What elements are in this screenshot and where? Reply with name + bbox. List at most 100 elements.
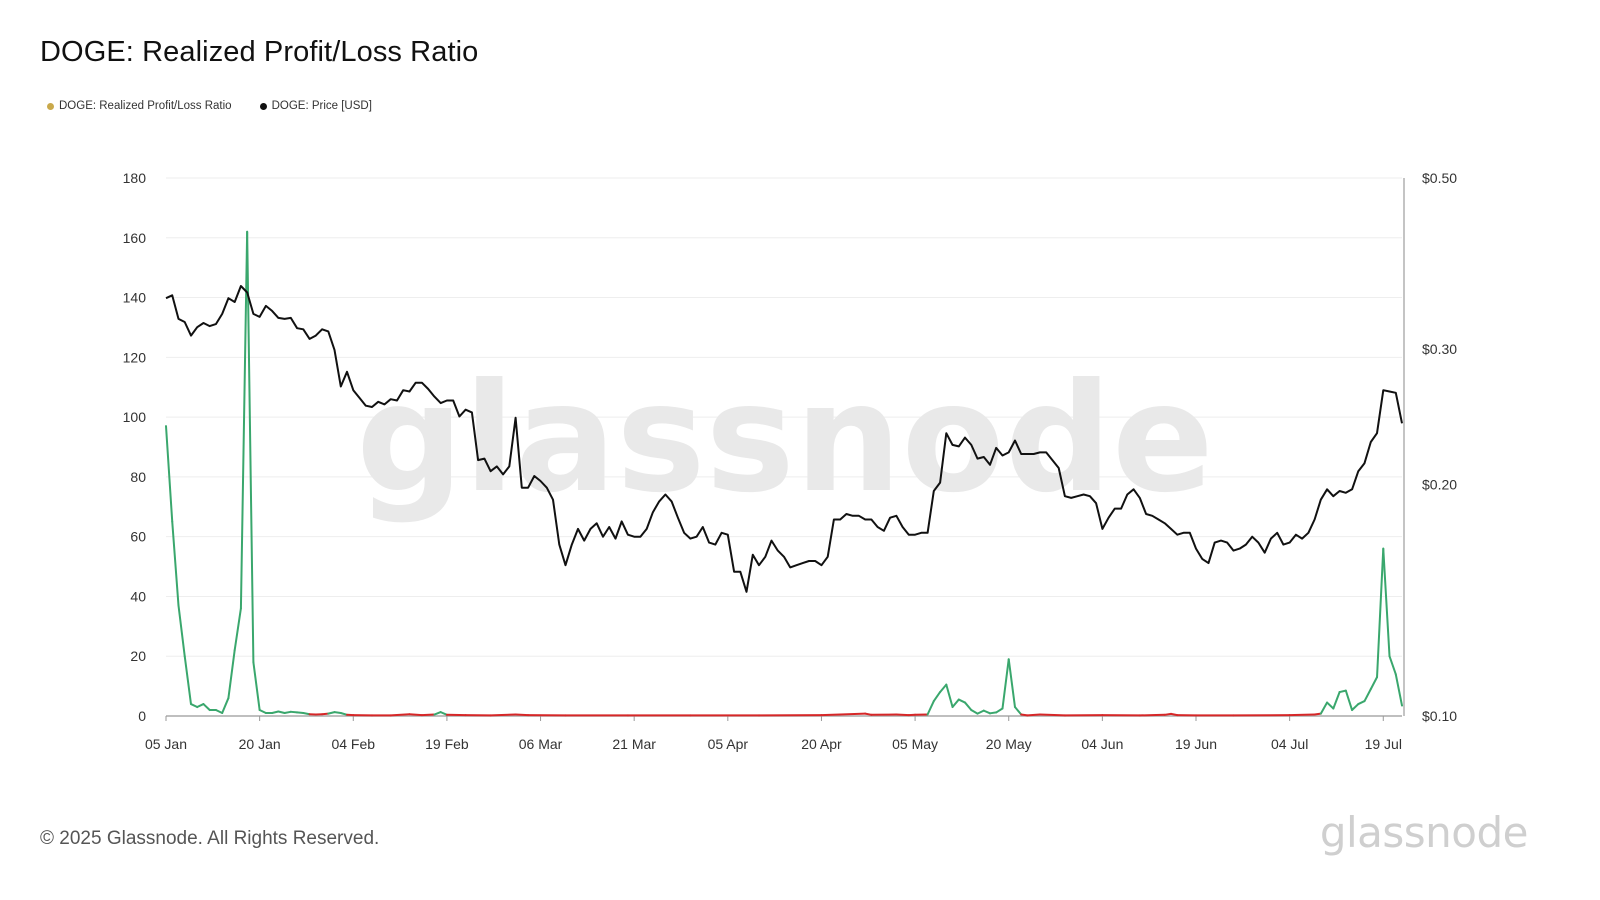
ratio-line-segment [196,703,205,709]
ratio-line-segment [489,713,517,717]
x-tick-label: 04 Jul [1271,736,1308,752]
ratio-line-segment [1163,712,1173,716]
ratio-line-segment [439,711,448,716]
x-tick-label: 05 Jan [145,736,187,752]
ratio-line-segment [1313,712,1322,716]
y-left-tick-label: 100 [123,409,147,425]
y-right-tick-label: $0.50 [1422,170,1457,186]
ratio-line-segment [420,713,436,717]
ratio-line-segment [1138,713,1166,717]
ratio-line-segment [258,709,267,715]
y-left-tick-label: 60 [130,529,146,545]
ratio-line-segment [982,709,991,715]
x-tick-label: 05 May [892,736,938,752]
y-left-tick-label: 80 [130,469,146,485]
ratio-line-segment [165,425,174,523]
ratio-line-segment [864,712,873,716]
ratio-line-segment [839,712,867,716]
y-left-tick-label: 180 [123,170,147,186]
footer-copyright: © 2025 Glassnode. All Rights Reserved. [40,828,380,849]
ratio-line-segment [389,713,411,717]
ratio-line-segment [1363,688,1372,703]
y-left-tick-label: 160 [123,230,147,246]
ratio-line-segment [1332,691,1341,710]
ratio-line-segment [514,713,530,717]
y-left-tick-label: 20 [130,648,146,664]
ratio-line-segment [333,711,342,715]
ratio-line-segment [171,520,180,607]
ratio-line-segment [239,230,249,610]
ratio-line-segment [296,711,305,715]
ratio-line-segment [277,710,286,715]
x-tick-label: 04 Feb [331,736,375,752]
ratio-line-segment [252,661,261,712]
legend-item-ratio[interactable]: DOGE: Realized Profit/Loss Ratio [47,100,232,112]
ratio-line-segment [227,649,236,700]
legend-dot-ratio [47,102,54,110]
ratio-line-segment [995,707,1004,714]
ratio-line-segment [957,698,967,704]
ratio-line-segment [233,607,242,652]
ratio-line-segment [989,711,998,715]
series-layer [165,230,1403,717]
ratio-line-segment [1170,712,1179,717]
ratio-line-segment [945,683,954,709]
x-tick-label: 20 May [986,736,1032,752]
ratio-line-segment [1026,713,1041,717]
ratio-line-segment [1326,701,1335,710]
y-left-tick-label: 40 [130,588,146,604]
ratio-line-segment [1013,706,1023,716]
ratio-line-segment [1388,655,1397,676]
ratio-line-segment [302,712,311,716]
ratio-line-segment [289,710,299,714]
ratio-line-segment [1001,658,1010,710]
x-tick-label: 19 Jun [1175,736,1217,752]
ratio-line-segment [1376,547,1385,679]
y-left-tick-label: 140 [123,290,147,306]
ratio-line-segment [271,710,280,715]
ratio-line-segment [433,711,442,716]
ratio-line-segment [1351,703,1360,712]
ratio-line-segment [1338,689,1347,694]
legend-item-price[interactable]: DOGE: Price [USD] [259,100,372,112]
ratio-line-segment [246,230,255,664]
ratio-line-segment [1288,713,1316,717]
ratio-line-segment [970,709,979,715]
ratio-line-segment [1319,701,1329,715]
grid [166,177,1402,657]
legend: DOGE: Realized Profit/Loss Ratio DOGE: P… [47,100,372,112]
ratio-line-segment [926,700,935,716]
ratio-line-segment [820,713,842,717]
ratio-line-segment [1007,658,1016,709]
ratio-line-segment [189,703,199,709]
ratio-line-segment [1038,713,1066,717]
ratio-line-segment [895,713,910,717]
ratio-line-segment [1369,676,1379,691]
ratio-line-segment [339,712,349,716]
ratio-line-segment [327,711,336,715]
ratio-line-segment [939,683,948,694]
chart-title: DOGE: Realized Profit/Loss Ratio [40,36,479,68]
ratio-line-segment [321,712,330,716]
ratio-line-segment [976,709,985,715]
ratio-line-segment [932,691,942,703]
ratio-line-segment [1394,673,1403,707]
ratio-line-segment [1344,689,1354,712]
x-tick-label: 20 Jan [239,736,281,752]
ratio-line-segment [1020,713,1029,717]
y-right-tick-label: $0.20 [1422,476,1457,492]
ratio-line-segment [202,703,211,712]
y-left-tick-label: 120 [123,349,147,365]
x-tick-label: 04 Jun [1081,736,1123,752]
x-tick-label: 19 Jul [1365,736,1402,752]
legend-label-ratio: DOGE: Realized Profit/Loss Ratio [59,100,232,112]
ratio-line-segment [221,697,230,715]
watermark: glassnode [356,352,1214,526]
ratio-line-segment [283,710,292,715]
y-right-tick-label: $0.30 [1422,341,1457,357]
ratio-line-segment [183,655,192,706]
ratio-line-segment [214,709,224,715]
x-tick-label: 19 Feb [425,736,469,752]
price-line [165,285,1403,593]
